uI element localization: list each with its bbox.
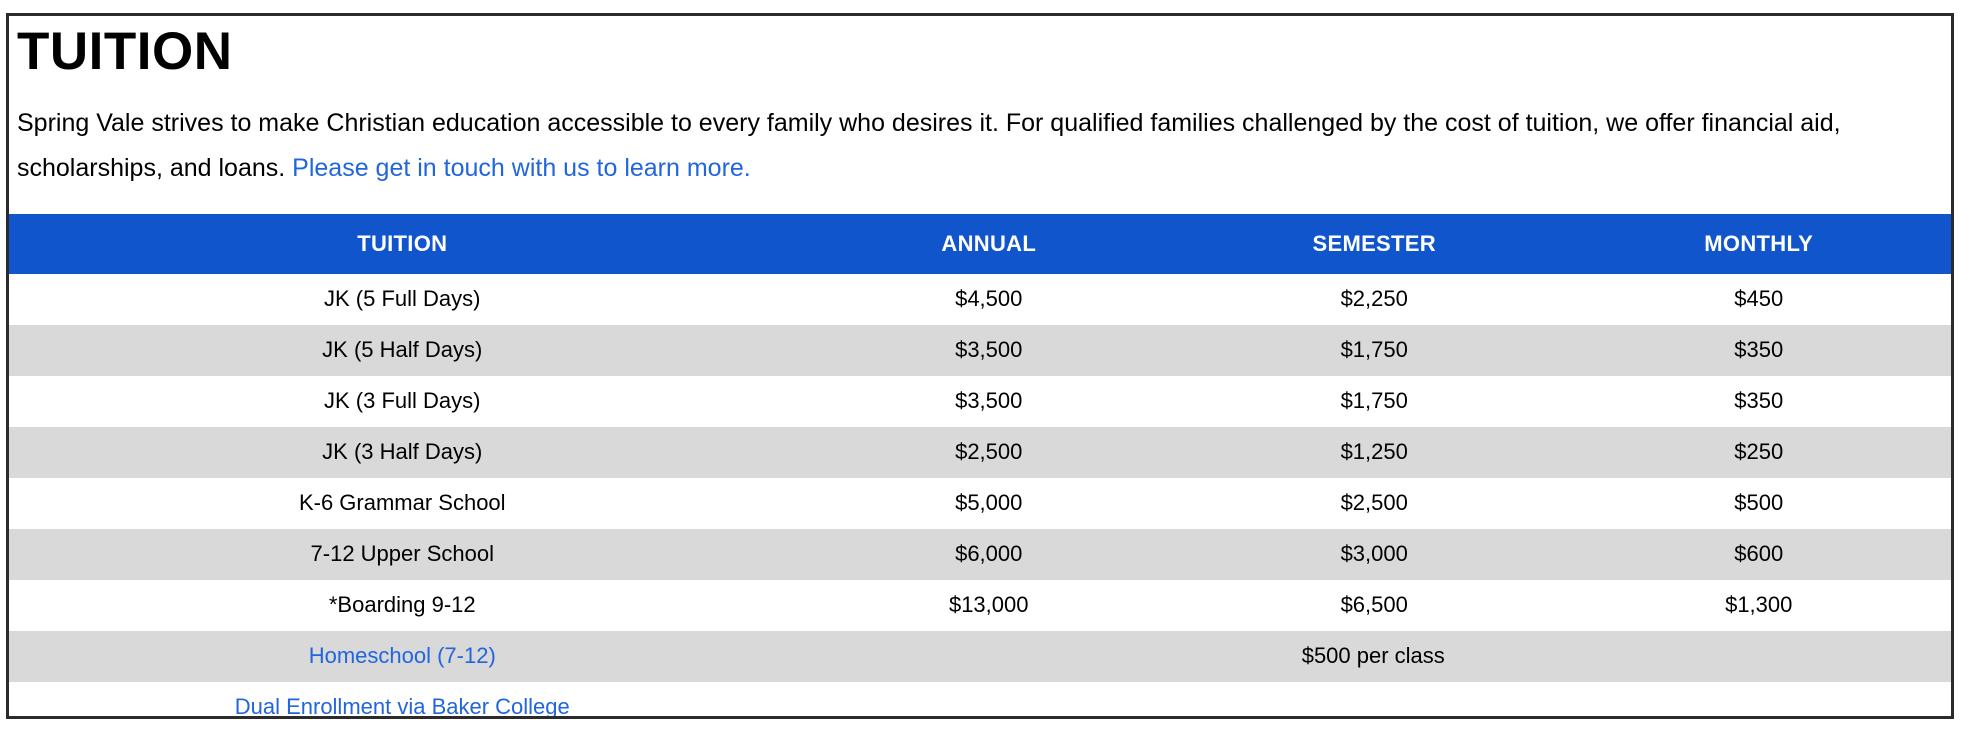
program-cell: JK (5 Full Days) [324,286,481,312]
contact-link[interactable]: Please get in touch with us to learn mor… [292,154,751,183]
monthly-cell: $500 [1734,490,1784,516]
program-cell: JK (5 Half Days) [9,324,796,376]
semester-cell: $1,750 [1340,388,1408,414]
monthly-cell: $600 [1566,528,1951,580]
table-row: K-6 Grammar School $5,000 $2,500 $500 [9,478,1951,529]
column-header-tuition: TUITION [9,213,796,274]
table-row: Homeschool (7-12) $500 per class [9,630,1951,682]
annual-cell: $5,000 [955,490,1023,516]
monthly-cell: $250 [1566,426,1951,478]
monthly-cell: $450 [1734,286,1784,312]
table-row: 7-12 Upper School $6,000 $3,000 $600 [9,528,1951,580]
page-title: TUITION [17,22,233,81]
column-header-annual: ANNUAL [795,213,1182,274]
program-link[interactable]: Homeschool (7-12) [308,643,496,669]
intro-paragraph: Spring Vale strives to make Christian ed… [17,101,1951,192]
semester-cell: $3,000 [1181,528,1567,580]
table-header-row: TUITION ANNUAL SEMESTER MONTHLY [9,213,1951,274]
program-cell: *Boarding 9-12 [328,592,476,618]
program-link[interactable]: Dual Enrollment via Baker College [234,694,570,719]
annual-cell: $3,500 [955,388,1023,414]
table-row: JK (5 Half Days) $3,500 $1,750 $350 [9,324,1951,376]
semester-cell: $6,500 [1340,592,1408,618]
page-frame: TUITION Spring Vale strives to make Chri… [6,13,1954,719]
column-header-semester: SEMESTER [1181,213,1567,274]
semester-cell: $2,500 [1340,490,1408,516]
intro-text: Spring Vale strives to make Christian ed… [17,108,1841,183]
monthly-cell: $350 [1566,324,1951,376]
program-cell: JK (3 Full Days) [324,388,481,414]
annual-cell: $6,000 [795,528,1182,580]
table-row: JK (3 Half Days) $2,500 $1,250 $250 [9,426,1951,478]
program-cell: JK (3 Half Days) [9,426,796,478]
monthly-cell: $350 [1734,388,1784,414]
semester-cell: $2,250 [1340,286,1408,312]
annual-cell: $2,500 [795,426,1182,478]
annual-cell: $3,500 [795,324,1182,376]
semester-cell: $1,250 [1181,426,1567,478]
program-cell: Dual Enrollment via Baker College [9,682,796,719]
table-body: JK (5 Full Days) $4,500 $2,250 $450 JK (5 Ha… [9,274,1952,719]
program-cell: K-6 Grammar School [298,490,506,516]
program-cell: 7-12 Upper School [9,528,796,580]
monthly-cell: $1,300 [1725,592,1793,618]
semester-cell: $1,750 [1181,324,1567,376]
table-row: JK (3 Full Days) $3,500 $1,750 $350 [9,376,1951,427]
annual-cell: $4,500 [955,286,1023,312]
table-row: Dual Enrollment via Baker College [9,682,1952,719]
annual-cell: $13,000 [948,592,1029,618]
span-value-cell [796,682,1952,716]
span-value-cell: $500 per class [795,630,1951,682]
column-header-monthly: MONTHLY [1566,213,1951,274]
tuition-table: TUITION ANNUAL SEMESTER MONTHLY JK (5 Fu… [9,213,1952,719]
table-row: JK (5 Full Days) $4,500 $2,250 $450 [9,274,1951,325]
table-row: *Boarding 9-12 $13,000 $6,500 $1,300 [9,580,1951,631]
program-cell: Homeschool (7-12) [9,630,796,682]
